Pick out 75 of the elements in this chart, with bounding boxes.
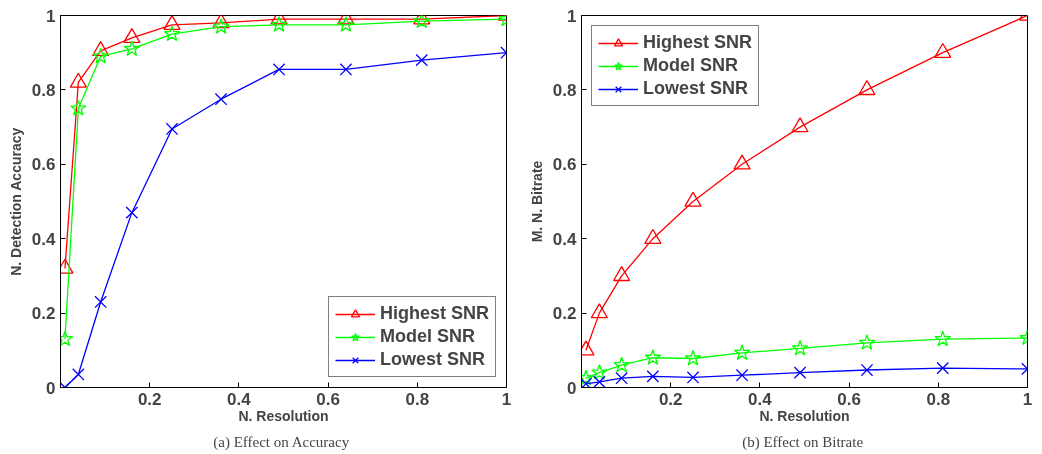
point	[72, 368, 85, 381]
legend-label: Highest SNR	[379, 303, 489, 324]
point	[123, 27, 141, 44]
y-tick-label: 0.6	[552, 155, 577, 175]
point	[339, 63, 353, 76]
point	[591, 363, 608, 380]
point	[70, 99, 87, 116]
point	[337, 16, 355, 32]
point	[163, 25, 181, 42]
point	[791, 339, 809, 356]
x-tick-label: 0.4	[227, 389, 252, 409]
point	[644, 349, 662, 365]
point	[270, 16, 288, 32]
y-tick-label: 0.8	[552, 80, 577, 100]
point	[415, 53, 429, 67]
x-axis-title: N. Resolution	[759, 407, 850, 424]
point	[615, 371, 628, 385]
point	[212, 15, 230, 29]
x-tick-label: 0.2	[658, 389, 683, 409]
point	[123, 40, 141, 57]
point	[92, 47, 109, 64]
legend-label: Model SNR	[643, 55, 739, 76]
y-tick-label: 1	[46, 6, 56, 26]
point	[684, 191, 702, 207]
y-tick-label: 0.8	[31, 80, 56, 100]
x-tick-label: 0.6	[837, 389, 861, 409]
point	[934, 42, 952, 58]
point	[644, 228, 662, 244]
point	[860, 363, 874, 377]
point	[165, 122, 179, 136]
x-tick-label: 0.8	[405, 389, 430, 409]
point	[858, 334, 876, 350]
point	[934, 330, 952, 347]
point	[613, 356, 630, 373]
point	[793, 366, 807, 379]
legend-label: Highest SNR	[643, 32, 753, 53]
point	[212, 18, 230, 34]
point	[646, 370, 660, 383]
point	[125, 206, 139, 219]
point	[612, 266, 631, 282]
x-tick-label: 0.2	[137, 389, 162, 409]
x-axis-title: N. Resolution	[238, 407, 329, 424]
point	[733, 154, 751, 170]
y-tick-label: 1	[567, 6, 577, 26]
y-tick-label: 0	[46, 378, 56, 398]
legend-label: Model SNR	[379, 326, 475, 347]
x-tick-label: 0.8	[926, 389, 951, 409]
point	[590, 303, 608, 319]
text: (a) Effect on Accuracy	[213, 433, 350, 451]
y-tick-label: 0.4	[552, 229, 578, 249]
point	[858, 80, 876, 96]
y-tick-label: 0.2	[31, 304, 56, 324]
point	[733, 344, 751, 361]
point	[686, 371, 700, 384]
point	[791, 117, 809, 133]
y-tick-label: 0.4	[31, 229, 57, 249]
legend-label: Lowest SNR	[643, 78, 749, 99]
text: (b) Effect on Bitrate	[742, 433, 864, 451]
y-axis-title: M. N. Bitrate	[528, 160, 545, 243]
point	[936, 361, 950, 375]
point	[735, 368, 749, 382]
x-tick-label: 1	[501, 389, 512, 409]
point	[272, 63, 286, 76]
y-tick-label: 0	[567, 378, 577, 398]
point	[163, 15, 181, 31]
point	[94, 295, 107, 309]
legend-label: Lowest SNR	[379, 349, 485, 370]
y-tick-label: 0.2	[552, 304, 577, 324]
point	[214, 92, 228, 106]
x-tick-label: 0.6	[316, 389, 340, 409]
x-tick-label: 1	[1022, 389, 1033, 409]
x-tick-label: 0.4	[748, 389, 773, 409]
point	[684, 349, 702, 366]
y-tick-label: 0.6	[31, 155, 56, 175]
y-axis-title: N. Detection Accuracy	[7, 127, 24, 276]
